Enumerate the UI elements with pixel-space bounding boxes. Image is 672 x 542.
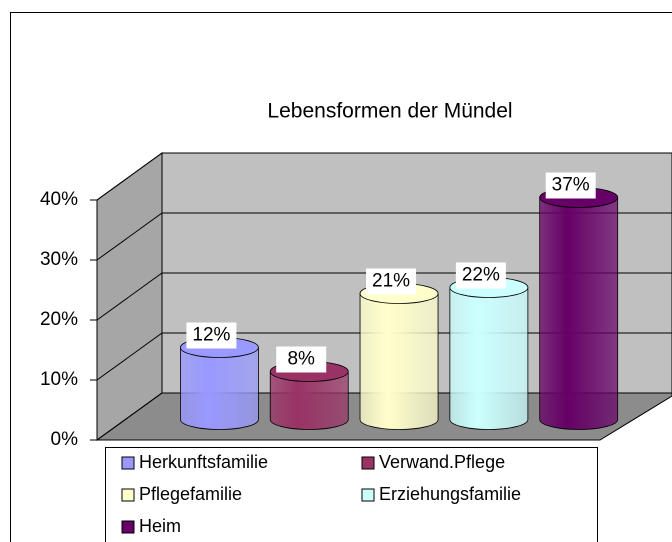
value-label: 12% — [192, 325, 230, 346]
cylinder — [180, 347, 259, 430]
grid-line — [96, 212, 672, 261]
legend-label: Herkunftsfamilie — [139, 452, 268, 472]
y-tick-label: 40% — [40, 189, 78, 210]
y-tick-label: 20% — [40, 309, 78, 330]
chart-title: Lebensformen der Mündel — [267, 100, 512, 123]
grid-line — [96, 152, 672, 201]
legend-label: Heim — [139, 516, 181, 536]
legend-label: Erziehungsfamilie — [379, 484, 521, 504]
value-label-box — [545, 172, 596, 199]
legend-label: Verwand.Pflege — [379, 452, 505, 472]
value-label-box — [455, 262, 506, 289]
value-label-box — [276, 346, 327, 373]
cylinder — [269, 371, 349, 430]
legend-swatch — [121, 520, 135, 534]
y-tick-label: 30% — [40, 249, 78, 270]
value-label: 21% — [372, 271, 410, 292]
legend-swatch — [121, 488, 135, 502]
value-label: 37% — [552, 175, 590, 196]
cylinder — [539, 197, 619, 430]
y-tick-label: 10% — [40, 369, 78, 390]
y-tick-label: 0% — [51, 429, 79, 450]
legend-swatch — [361, 488, 375, 502]
cylinder — [449, 287, 529, 430]
legend-swatch — [361, 456, 375, 470]
legend-label: Pflegefamilie — [139, 484, 242, 504]
value-label-box — [366, 268, 417, 295]
cylinder — [359, 293, 439, 430]
value-label-box — [186, 322, 237, 349]
value-label: 8% — [287, 349, 315, 370]
legend-swatch — [121, 456, 135, 470]
legend — [105, 447, 598, 542]
value-label: 22% — [462, 265, 500, 286]
